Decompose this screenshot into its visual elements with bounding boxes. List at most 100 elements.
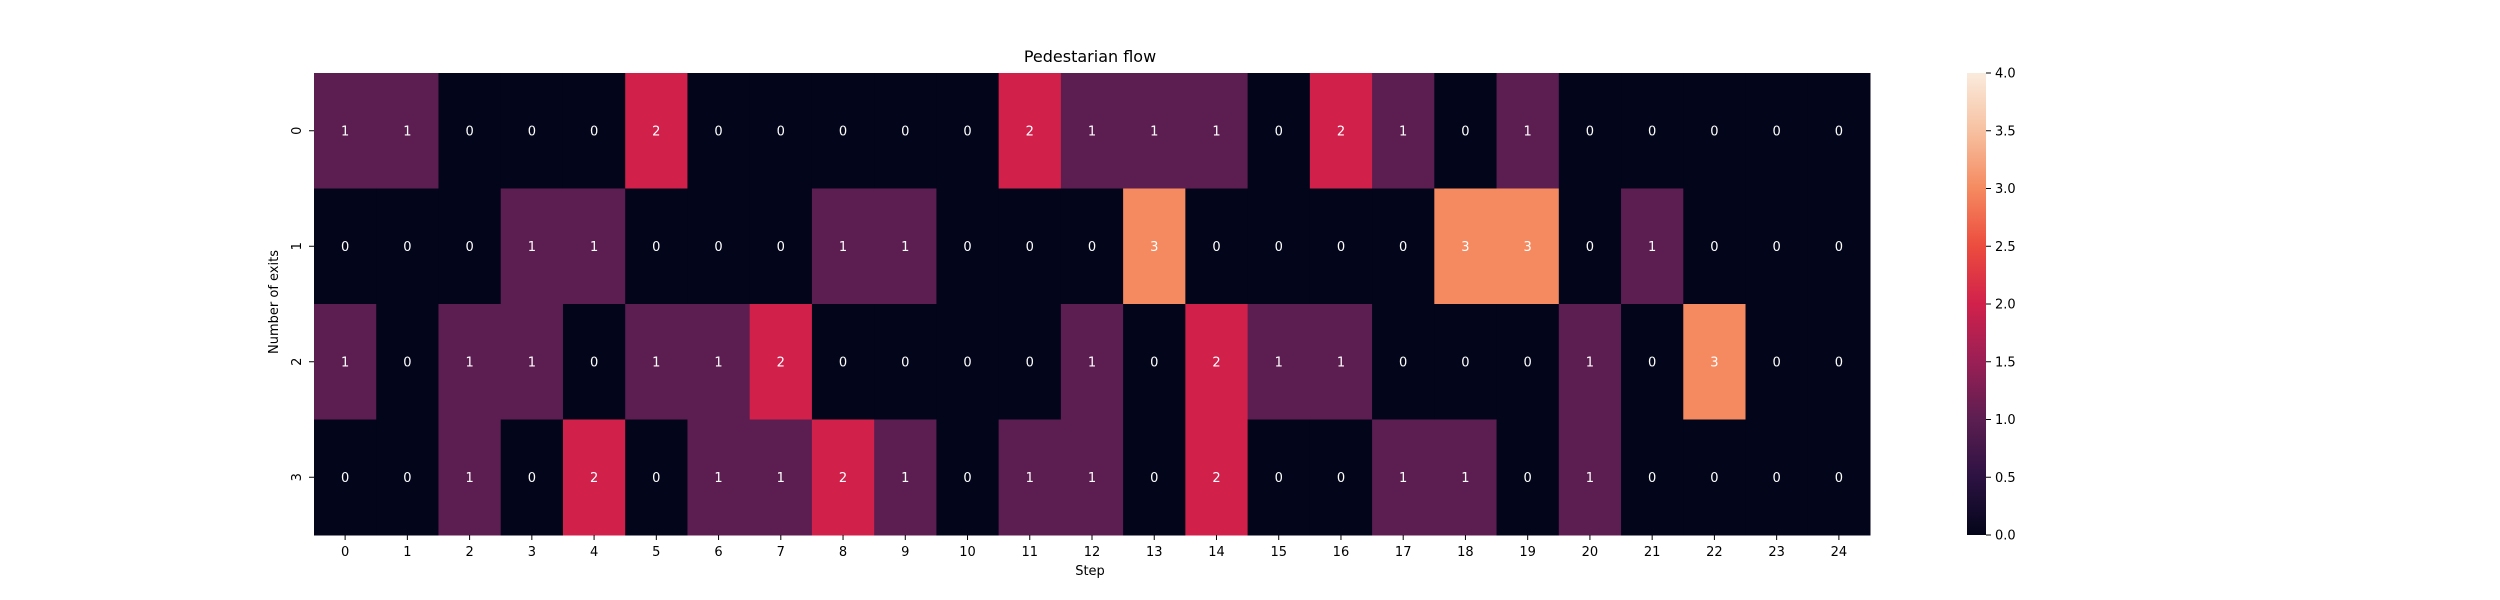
heatmap-cell	[625, 419, 688, 536]
cell-value-label: 1	[901, 240, 909, 255]
heatmap-cell	[998, 419, 1062, 536]
x-tick-label: 3	[528, 545, 536, 560]
cell-value-label: 1	[341, 124, 349, 139]
heatmap-cell	[936, 73, 1000, 189]
heatmap-cell	[562, 304, 626, 420]
cell-value-label: 0	[777, 240, 785, 255]
heatmap-cell	[314, 73, 377, 189]
heatmap-cell	[1060, 304, 1124, 420]
heatmap-cell	[1621, 419, 1684, 536]
cell-value-label: 0	[590, 124, 598, 139]
heatmap-cell	[376, 419, 439, 536]
x-tick-label: 24	[1831, 545, 1848, 560]
heatmap-cell	[1745, 419, 1809, 536]
cell-value-label: 0	[652, 240, 660, 255]
cell-value-label: 0	[1710, 471, 1718, 486]
cell-value-label: 1	[403, 124, 411, 139]
heatmap-cell	[1621, 73, 1684, 189]
cell-value-label: 2	[590, 471, 598, 486]
heatmap-cell	[562, 419, 626, 536]
x-tick-label: 19	[1519, 545, 1536, 560]
heatmap-cell	[1185, 188, 1249, 305]
cell-value-label: 0	[901, 124, 909, 139]
cell-value-label: 0	[1026, 240, 1034, 255]
heatmap-cell	[1434, 419, 1498, 536]
cell-value-label: 0	[1835, 471, 1843, 486]
heatmap-cell	[438, 419, 502, 536]
cell-value-label: 0	[901, 355, 909, 370]
heatmap-cell	[1060, 419, 1124, 536]
cell-value-label: 1	[1088, 355, 1096, 370]
heatmap-cell	[936, 188, 1000, 305]
heatmap-cell	[1247, 188, 1311, 305]
cell-value-label: 0	[1026, 355, 1034, 370]
x-tick-label: 5	[652, 545, 660, 560]
heatmap-cell	[1060, 188, 1124, 305]
heatmap-cell	[1372, 419, 1435, 536]
heatmap-cell	[376, 304, 439, 420]
cell-value-label: 0	[963, 124, 971, 139]
cell-value-label: 0	[1772, 471, 1780, 486]
heatmap-cell	[376, 73, 439, 189]
cell-value-label: 1	[528, 355, 536, 370]
heatmap-cell	[314, 304, 377, 420]
cell-value-label: 0	[1772, 355, 1780, 370]
cell-value-label: 0	[1275, 240, 1283, 255]
heatmap-cell	[1558, 419, 1622, 536]
cell-value-label: 1	[714, 355, 722, 370]
cell-value-label: 0	[1835, 124, 1843, 139]
heatmap-cell	[376, 188, 439, 305]
heatmap-cell	[562, 188, 626, 305]
cell-value-label: 0	[1710, 240, 1718, 255]
cell-value-label: 1	[652, 355, 660, 370]
cell-value-label: 0	[1150, 471, 1158, 486]
cell-value-label: 0	[714, 124, 722, 139]
heatmap-cell	[1683, 304, 1747, 420]
heatmap-cell	[1807, 419, 1871, 536]
x-tick-label: 15	[1270, 545, 1287, 560]
x-tick-label: 8	[839, 545, 847, 560]
cell-value-label: 2	[1212, 471, 1220, 486]
cell-value-label: 0	[963, 355, 971, 370]
heatmap-cell	[1496, 188, 1560, 305]
heatmap-cell	[1745, 73, 1809, 189]
cell-value-label: 1	[1648, 240, 1656, 255]
x-tick-label: 13	[1146, 545, 1163, 560]
heatmap-cell	[1309, 73, 1373, 189]
cell-value-label: 0	[1524, 355, 1532, 370]
cell-value-label: 2	[777, 355, 785, 370]
heatmap-cell	[1807, 188, 1871, 305]
heatmap-cell	[936, 304, 1000, 420]
x-tick-label: 10	[959, 545, 976, 560]
heatmap-cell	[625, 73, 688, 189]
heatmap-cell	[1372, 304, 1435, 420]
heatmap-cell	[1745, 304, 1809, 420]
heatmap-cell	[1060, 73, 1124, 189]
cell-value-label: 1	[1026, 471, 1034, 486]
cell-value-label: 1	[1212, 124, 1220, 139]
cell-value-label: 1	[528, 240, 536, 255]
heatmap-cell	[1558, 73, 1622, 189]
heatmap-cell	[1309, 419, 1373, 536]
heatmap-cell	[1372, 188, 1435, 305]
heatmap-cell	[314, 419, 377, 536]
colorbar-tick-label: 0.5	[1995, 471, 2016, 486]
heatmap-cell	[1496, 73, 1560, 189]
colorbar-tick-label: 2.0	[1995, 298, 2016, 313]
y-tick-label: 1	[290, 242, 305, 250]
cell-value-label: 1	[465, 355, 473, 370]
colorbar-tick-label: 0.0	[1995, 529, 2016, 544]
heatmap-cell	[314, 188, 377, 305]
cell-value-label: 0	[403, 471, 411, 486]
cell-value-label: 0	[341, 240, 349, 255]
heatmap-cell	[874, 73, 937, 189]
cell-value-label: 0	[1648, 124, 1656, 139]
y-axis-label: Number of exits	[267, 250, 282, 354]
heatmap-cell	[874, 419, 937, 536]
cell-value-label: 0	[1399, 355, 1407, 370]
heatmap-cell	[1247, 73, 1311, 189]
cell-value-label: 0	[1461, 124, 1469, 139]
cell-value-label: 1	[341, 355, 349, 370]
cell-value-label: 0	[528, 471, 536, 486]
